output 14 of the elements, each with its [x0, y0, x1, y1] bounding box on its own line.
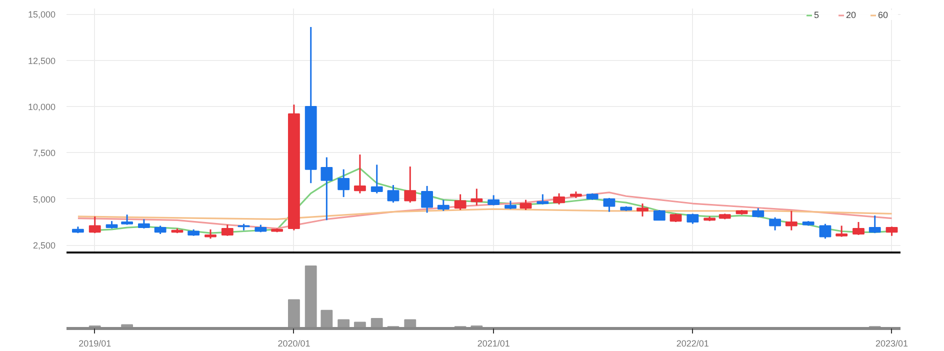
y-tick-label: 12,500	[28, 56, 56, 66]
x-tick-label: 2023/01	[876, 338, 908, 348]
x-tick-label: 2021/01	[477, 338, 510, 348]
legend-label: 5	[814, 10, 820, 20]
legend-label: 60	[878, 10, 890, 20]
y-tick-label: 7,500	[32, 148, 56, 158]
x-tick-label: 2020/01	[278, 338, 310, 348]
x-tick-label: 2019/01	[78, 338, 112, 348]
y-tick-label: 2,500	[32, 240, 56, 251]
y-tick-label: 5,000	[32, 194, 56, 204]
legend-label: 20	[846, 10, 858, 20]
y-tick-label: 15,000	[28, 10, 56, 20]
x-tick-label: 2022/01	[676, 338, 709, 348]
y-tick-label: 10,000	[28, 102, 56, 112]
